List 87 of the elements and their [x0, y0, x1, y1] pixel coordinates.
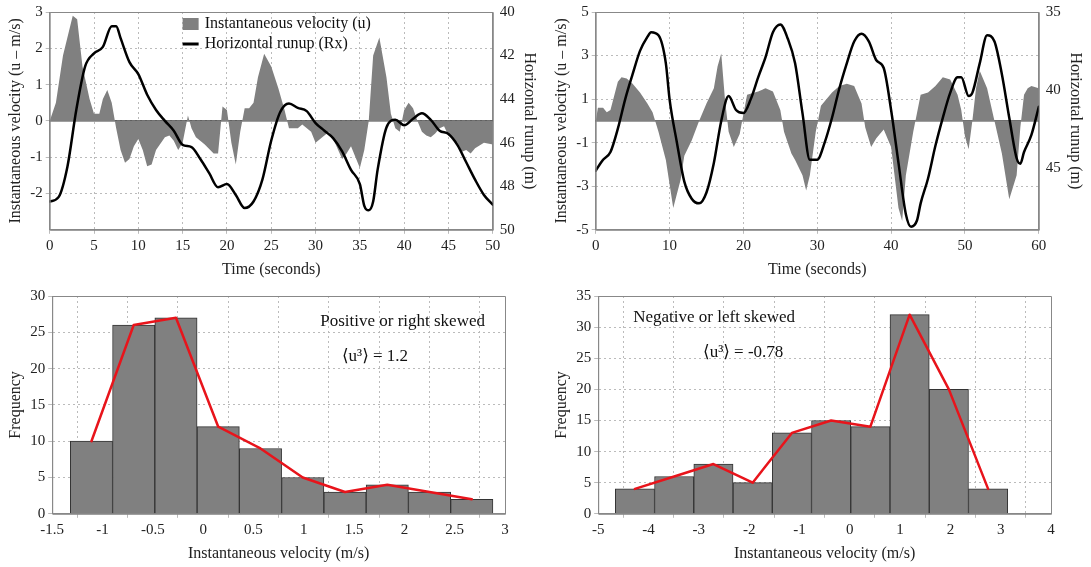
y-tick-label: 10 — [576, 442, 592, 459]
x-tick-label: 40 — [883, 236, 899, 253]
y-tick-label: 5 — [37, 468, 46, 485]
y-axis-title: Instantaneous velocity (u – m/s) — [5, 18, 24, 224]
y-tick-label: 20 — [30, 359, 46, 376]
annotation: Positive or right skewed — [320, 311, 486, 330]
y-tick-label: -1 — [576, 133, 589, 150]
y-tick-label: 30 — [30, 286, 46, 303]
y-tick-label: 0 — [37, 504, 46, 521]
y-tick-label: 3 — [581, 46, 589, 63]
x-tick-label: 45 — [440, 236, 456, 253]
x-axis-title: Instantaneous velocity (m/s) — [187, 543, 370, 562]
legend-label: Horizontal runup (Rx) — [204, 34, 348, 53]
y-tick-label: 5 — [583, 473, 592, 490]
y-tick-label: -2 — [30, 184, 43, 201]
annotation: ⟨u³⟩ = -0.78 — [703, 342, 784, 361]
annotation: Negative or left skewed — [633, 307, 796, 326]
x-tick-label: 1 — [896, 520, 904, 537]
x-tick-label: 20 — [735, 236, 751, 253]
y-tick-label: 15 — [30, 395, 46, 412]
y2-tick-label: 45 — [1045, 158, 1061, 175]
y-tick-label: 0 — [35, 111, 43, 128]
y2-tick-label: 50 — [499, 220, 515, 237]
y2-tick-label: 48 — [499, 177, 515, 194]
y-tick-label: 30 — [576, 318, 592, 335]
y-axis-title: Frequency — [5, 371, 24, 439]
y-tick-label: 2 — [35, 39, 43, 56]
x-tick-label: 60 — [1031, 236, 1047, 253]
x-tick-label: 40 — [396, 236, 412, 253]
y-axis-title: Frequency — [551, 371, 570, 439]
x-tick-label: 0 — [846, 520, 854, 537]
x-tick-label: 2.5 — [445, 520, 465, 537]
x-tick-label: -4 — [642, 520, 656, 537]
y-tick-label: -1 — [30, 148, 43, 165]
y-tick-label: 10 — [30, 432, 46, 449]
x-tick-label: 3 — [996, 520, 1005, 537]
y2-tick-label: 35 — [1045, 2, 1061, 19]
y2-tick-label: 42 — [499, 46, 515, 63]
y-tick-label: 3 — [35, 2, 43, 19]
y-tick-label: 25 — [30, 323, 46, 340]
y-tick-label: -3 — [576, 177, 589, 194]
y-tick-label: 35 — [576, 286, 592, 303]
y-axis-title: Instantaneous velocity (u – m/s) — [551, 18, 570, 224]
x-tick-label: 5 — [90, 236, 98, 253]
x-tick-label: 35 — [352, 236, 368, 253]
x-axis-title: Time (seconds) — [767, 259, 867, 278]
x-tick-label: -1 — [96, 520, 109, 537]
y2-tick-label: 40 — [1045, 80, 1061, 97]
x-tick-label: 50 — [485, 236, 501, 253]
y2-axis-title: Horizontal runup (m) — [521, 52, 540, 190]
x-tick-label: 0 — [199, 520, 207, 537]
x-tick-label: -3 — [692, 520, 706, 537]
x-axis-title: Instantaneous velocity (m/s) — [733, 543, 916, 562]
y-tick-label: 25 — [576, 349, 592, 366]
annotation: ⟨u³⟩ = 1.2 — [341, 346, 409, 365]
y2-tick-label: 40 — [499, 2, 515, 19]
x-tick-label: -1 — [793, 520, 806, 537]
x-tick-label: 3 — [501, 520, 509, 537]
y-tick-label: 1 — [35, 75, 43, 92]
x-tick-label: 10 — [662, 236, 678, 253]
y2-tick-label: 44 — [499, 90, 516, 107]
x-tick-label: 1 — [300, 520, 308, 537]
x-tick-label: 10 — [130, 236, 146, 253]
x-tick-label: 30 — [809, 236, 825, 253]
y-tick-label: -5 — [576, 220, 589, 237]
x-axis-title: Time (seconds) — [221, 259, 321, 278]
x-tick-label: 15 — [175, 236, 191, 253]
y-tick-label: 5 — [581, 2, 589, 19]
x-tick-label: 2 — [400, 520, 409, 537]
x-tick-label: 50 — [957, 236, 973, 253]
y2-tick-label: 46 — [499, 133, 516, 150]
x-tick-label: 1.5 — [344, 520, 364, 537]
legend-label: Instantaneous velocity (u) — [204, 14, 371, 33]
y-tick-label: 0 — [583, 504, 592, 521]
y-tick-label: 15 — [576, 411, 592, 428]
x-tick-label: 20 — [219, 236, 235, 253]
y2-axis-title: Horizontal runup (m) — [1067, 52, 1086, 190]
y-tick-label: 20 — [576, 380, 592, 397]
x-tick-label: 25 — [263, 236, 279, 253]
x-tick-label: 4 — [1047, 520, 1056, 537]
x-tick-label: -0.5 — [140, 520, 165, 537]
x-tick-label: 30 — [308, 236, 324, 253]
x-tick-label: -2 — [742, 520, 756, 537]
y-tick-label: 1 — [581, 90, 589, 107]
x-tick-label: 2 — [946, 520, 955, 537]
x-tick-label: -1.5 — [40, 520, 65, 537]
x-tick-label: 0.5 — [244, 520, 263, 537]
